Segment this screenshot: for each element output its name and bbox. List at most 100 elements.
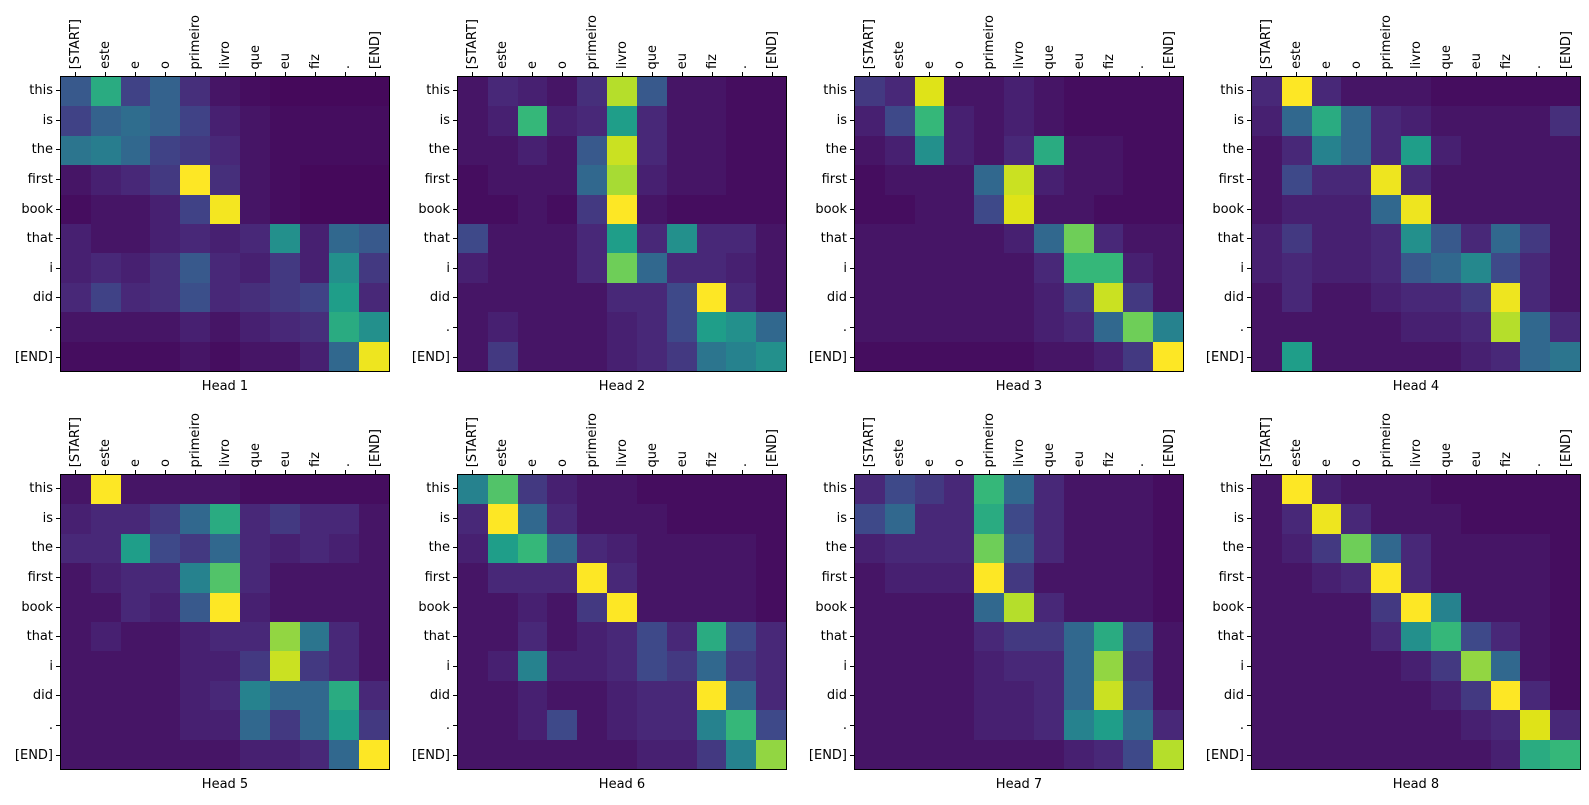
heatmap-cell: [1550, 341, 1580, 371]
attention-head-panel-3: [START] este e o primeiro livro que eu fiz. [END]…: [796, 4, 1193, 402]
heatmap-cell: [299, 563, 330, 593]
heatmap-cell: [726, 592, 757, 622]
heatmap-cell: [269, 621, 300, 652]
heatmap-cell: [1281, 312, 1312, 342]
tick-mark: [501, 470, 503, 474]
heatmap-cell: [180, 77, 211, 107]
x-tick: o: [1341, 402, 1371, 474]
x-tick-label: [START]: [67, 416, 83, 467]
heatmap-cell: [299, 194, 330, 224]
heatmap-cell: [269, 77, 300, 107]
x-tick-label: fiz: [1498, 451, 1514, 467]
heatmap-cell: [1341, 710, 1372, 740]
y-tick: .: [399, 711, 457, 741]
tick-mark: [314, 470, 316, 474]
heatmap-cell: [1252, 739, 1282, 769]
tick-mark: [56, 695, 60, 697]
x-tick-label: livro: [1011, 41, 1027, 69]
heatmap-cell: [1063, 165, 1094, 195]
heatmap-cell: [756, 106, 786, 136]
x-tick: primeiro: [1371, 4, 1401, 76]
heatmap-cell: [607, 710, 637, 740]
x-tick: fiz: [1491, 402, 1521, 474]
y-tick-label: .: [48, 320, 53, 336]
x-tick: [END]: [360, 4, 390, 76]
heatmap-cell: [90, 710, 121, 740]
heatmap-cell: [1341, 312, 1372, 342]
heatmap-cell: [666, 165, 697, 195]
heatmap-cell: [1520, 135, 1551, 166]
x-tick: .: [727, 402, 757, 474]
heatmap-cell: [1430, 621, 1461, 652]
x-tick: eu: [270, 402, 300, 474]
heatmap-cell: [1311, 710, 1342, 740]
heatmap-cell: [1123, 621, 1154, 652]
heatmap-cell: [1281, 341, 1312, 371]
x-tick: fiz: [1491, 4, 1521, 76]
heatmap-cell: [1033, 223, 1064, 254]
heatmap-cell: [1123, 165, 1154, 195]
attention-heatmap: [60, 76, 390, 372]
heatmap-cell: [1341, 194, 1372, 224]
heatmap-cell: [1252, 680, 1282, 711]
tick-mark: [1475, 72, 1477, 76]
heatmap-cell: [914, 533, 945, 564]
heatmap-cell: [1033, 165, 1064, 195]
heatmap-cell: [329, 651, 360, 681]
tick-mark: [1247, 754, 1251, 756]
heatmap-cell: [180, 563, 211, 593]
heatmap-cell: [1490, 312, 1521, 342]
heatmap-cell: [1341, 651, 1372, 681]
heatmap-cell: [239, 710, 270, 740]
heatmap-cell: [1123, 592, 1154, 622]
tick-mark: [958, 72, 960, 76]
heatmap-cell: [974, 680, 1005, 711]
y-tick-label: did: [826, 688, 847, 704]
heatmap-cell: [1311, 533, 1342, 564]
heatmap-cell: [61, 504, 91, 534]
y-tick: that: [1193, 224, 1251, 254]
heatmap-cell: [329, 739, 360, 769]
y-tick-label: this: [1220, 83, 1244, 99]
x-tick: [END]: [1551, 4, 1581, 76]
heatmap-cell: [1311, 651, 1342, 681]
tick-mark: [56, 149, 60, 151]
y-tick-label: .: [842, 320, 847, 336]
heatmap-cell: [1550, 194, 1580, 224]
heatmap-cell: [696, 592, 727, 622]
x-tick-label: que: [1438, 442, 1454, 468]
tick-mark: [453, 488, 457, 490]
tick-mark: [1247, 695, 1251, 697]
tick-mark: [850, 238, 854, 240]
y-tick-label: did: [429, 688, 450, 704]
heatmap-cell: [517, 563, 548, 593]
x-tick: e: [1311, 402, 1341, 474]
tick-mark: [1048, 470, 1050, 474]
heatmap-cell: [180, 710, 211, 740]
heatmap-cell: [1153, 710, 1183, 740]
x-tick-label: [END]: [764, 30, 780, 69]
heatmap-cell: [1460, 106, 1491, 136]
heatmap-cell: [696, 341, 727, 371]
heatmap-cell: [90, 77, 121, 107]
heatmap-cell: [1460, 504, 1491, 534]
heatmap-cell: [577, 282, 608, 313]
y-tick-label: [END]: [808, 349, 847, 365]
x-tick: e: [517, 402, 547, 474]
heatmap-cell: [458, 504, 488, 534]
heatmap-cell: [517, 135, 548, 166]
heatmap-cell: [1063, 710, 1094, 740]
heatmap-cell: [1093, 475, 1124, 505]
heatmap-cell: [1252, 106, 1282, 136]
heatmap-cell: [944, 592, 975, 622]
heatmap-cell: [239, 563, 270, 593]
y-tick-label: .: [445, 320, 450, 336]
heatmap-cell: [239, 475, 270, 505]
y-tick: is: [399, 106, 457, 136]
heatmap-cell: [1004, 223, 1034, 254]
heatmap-cell: [1490, 680, 1521, 711]
tick-mark: [1247, 90, 1251, 92]
heatmap-cell: [1460, 194, 1491, 224]
y-tick: this: [2, 474, 60, 504]
heatmap-cell: [756, 592, 786, 622]
